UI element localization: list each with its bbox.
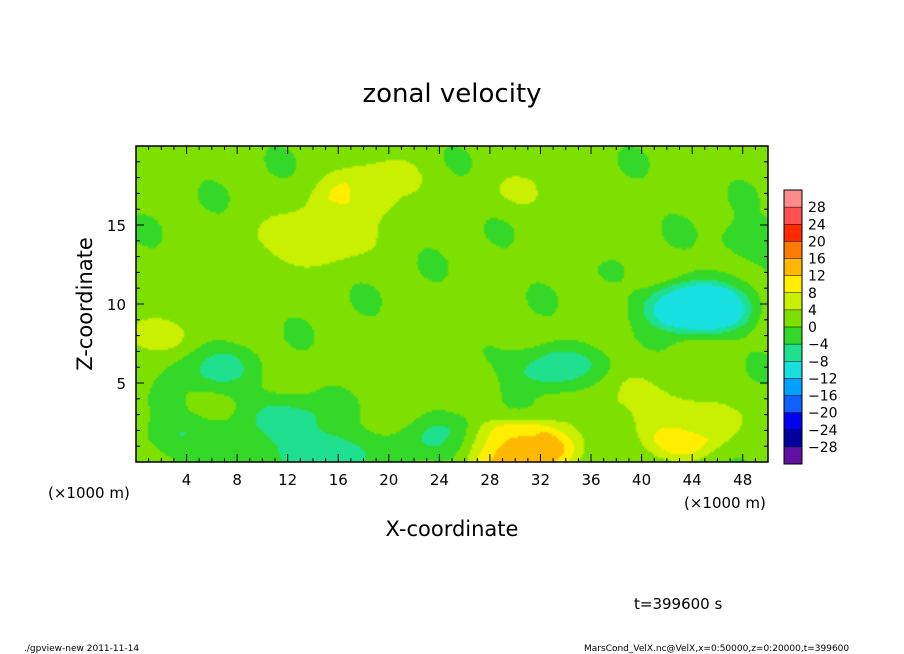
colorbar-swatch xyxy=(784,309,802,328)
x-tick-label: 12 xyxy=(278,471,297,489)
x-tick-label: 20 xyxy=(379,471,398,489)
colorbar-label: 24 xyxy=(808,217,826,233)
colorbar-swatch xyxy=(784,378,802,396)
x-tick-label: 8 xyxy=(232,471,242,489)
colorbar-label: −4 xyxy=(808,337,829,353)
colorbar-label: 20 xyxy=(808,234,826,250)
y-axis-label: Z-coordinate xyxy=(73,237,97,371)
colorbar-label: 4 xyxy=(808,303,817,319)
colorbar-swatch xyxy=(784,327,802,345)
y-tick-label: 15 xyxy=(107,217,126,235)
x-tick-label: 40 xyxy=(632,471,651,489)
x-tick-label: 48 xyxy=(733,471,752,489)
colorbar-swatch xyxy=(784,395,802,414)
x-units-left: (×1000 m) xyxy=(48,484,130,502)
colorbar-label: 0 xyxy=(808,320,817,336)
colorbar-swatch xyxy=(784,207,802,225)
colorbar-label: 16 xyxy=(808,252,826,268)
x-tick-label: 44 xyxy=(683,471,702,489)
footer-right: MarsCond_VelX.nc@VelX,x=0:50000,z=0:2000… xyxy=(584,644,849,654)
colorbar-swatch xyxy=(784,412,802,431)
colorbar-swatch xyxy=(784,446,802,465)
colorbar-swatch xyxy=(784,292,802,311)
colorbar-swatch xyxy=(784,275,802,294)
colorbar-label: −16 xyxy=(808,389,838,405)
colorbar-swatch xyxy=(784,429,802,448)
colorbar-label: −28 xyxy=(808,440,838,456)
x-tick-label: 32 xyxy=(531,471,550,489)
time-stamp: t=399600 s xyxy=(634,595,722,613)
colorbar-swatch xyxy=(784,344,802,362)
footer-left: ./gpview-new 2011-11-14 xyxy=(24,644,139,654)
x-tick-label: 4 xyxy=(182,471,192,489)
colorbar-label: −8 xyxy=(808,354,829,370)
colorbar-swatch xyxy=(784,258,802,277)
colorbar-label: −24 xyxy=(808,423,838,439)
y-tick-label: 5 xyxy=(116,375,126,393)
colorbar-label: −12 xyxy=(808,371,838,387)
colorbar-label: 28 xyxy=(808,200,826,216)
x-units-right: (×1000 m) xyxy=(684,494,766,512)
x-tick-label: 16 xyxy=(329,471,348,489)
x-tick-label: 36 xyxy=(581,471,600,489)
colorbar-swatch xyxy=(784,241,802,259)
y-tick-label: 10 xyxy=(107,296,126,314)
colorbar-label: 8 xyxy=(808,286,817,302)
x-tick-label: 24 xyxy=(430,471,449,489)
velocity-field xyxy=(136,146,768,462)
colorbar-label: 12 xyxy=(808,269,826,285)
chart-title: zonal velocity xyxy=(362,79,541,109)
colorbar-label: −20 xyxy=(808,406,838,422)
colorbar-swatch xyxy=(784,190,802,208)
x-tick-label: 28 xyxy=(480,471,499,489)
x-axis-label: X-coordinate xyxy=(386,517,519,541)
colorbar-swatch xyxy=(784,361,802,379)
colorbar-swatch xyxy=(784,224,802,242)
